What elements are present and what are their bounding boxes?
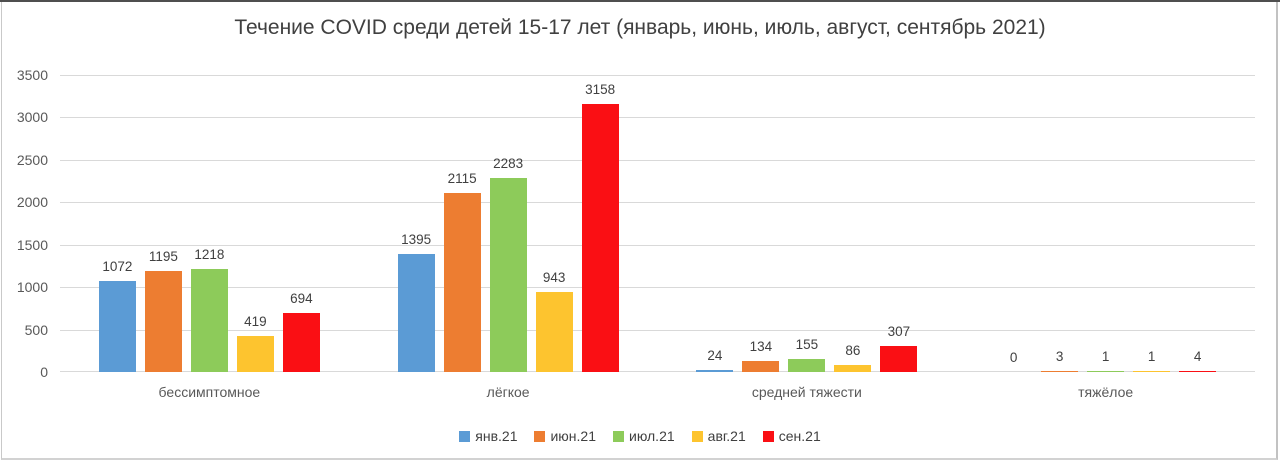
- bar-янв.21-бессимптомное: [98, 281, 136, 372]
- bar-value-label: 2115: [447, 170, 477, 186]
- legend-swatch-icon: [459, 430, 471, 442]
- bar-июн.21-средней тяжести: [742, 360, 780, 372]
- legend-item-июл.21: июл.21: [613, 428, 675, 444]
- bar-value-label: 4: [1193, 349, 1202, 364]
- gridline-2000: [60, 202, 1255, 204]
- legend-swatch-icon: [762, 430, 774, 442]
- bar-value-label: 1395: [401, 231, 432, 247]
- chart-title: Течение COVID среди детей 15-17 лет (янв…: [234, 16, 1046, 39]
- plot-area: 1072 1195 1218 419 694 1395 2115 2283 943 3158 24 1…: [60, 75, 1255, 372]
- bar-авг.21-лёгкое: [535, 291, 573, 372]
- bar-value-label: 134: [749, 338, 773, 354]
- bar-июн.21-тяжёлое: [1041, 371, 1079, 372]
- legend-label: июл.21: [629, 428, 675, 444]
- bar-июл.21-лёгкое: [489, 178, 527, 372]
- legend-item-янв.21: янв.21: [459, 428, 517, 444]
- bar-value-label: 3: [1055, 349, 1064, 364]
- bar-сен.21-лёгкое: [581, 104, 619, 372]
- bar-value-label: 694: [290, 291, 313, 307]
- bar-value-label: 1072: [102, 259, 133, 275]
- legend-item-авг.21: авг.21: [691, 428, 746, 444]
- category-label-3: тяжёлое: [1078, 384, 1134, 400]
- gridline-2500: [60, 159, 1255, 161]
- bar-value-label: 2283: [493, 156, 524, 172]
- bar-value-label: 1218: [194, 246, 225, 262]
- bar-авг.21-бессимптомное: [236, 336, 274, 372]
- bar-value-label: 419: [244, 314, 267, 330]
- legend-swatch-icon: [613, 430, 624, 442]
- legend-swatch-icon: [534, 430, 546, 442]
- legend-label: сен.21: [778, 428, 821, 444]
- bar-value-label: 1: [1147, 349, 1156, 364]
- gridline-500: [60, 329, 1255, 331]
- category-label-0: бессимптомное: [158, 384, 261, 400]
- bar-июл.21-бессимптомное: [190, 268, 228, 372]
- y-axis-tick-label: 0: [40, 364, 48, 380]
- bar-июн.21-бессимптомное: [144, 270, 182, 372]
- legend-item-июн.21: июн.21: [534, 428, 596, 444]
- bar-value-label: 1195: [148, 248, 178, 264]
- bar-value-label: 24: [707, 347, 723, 363]
- bar-value-label: 86: [845, 342, 861, 358]
- legend-label: янв.21: [475, 428, 518, 444]
- y-axis-tick-label: 500: [24, 321, 48, 338]
- bar-value-label: 1: [1101, 349, 1110, 364]
- gridline-3500: [60, 75, 1255, 76]
- legend-item-сен.21: сен.21: [762, 428, 821, 444]
- y-axis-tick-label: 1000: [16, 279, 48, 296]
- bar-value-label: 3158: [585, 82, 616, 98]
- y-axis-tick-label: 2000: [16, 194, 48, 211]
- y-axis-tick-label: 3000: [16, 109, 48, 126]
- bar-июл.21-средней тяжести: [788, 358, 826, 372]
- bar-value-label: 307: [887, 323, 911, 339]
- bar-сен.21-бессимптомное: [282, 313, 320, 372]
- bar-авг.21-средней тяжести: [834, 364, 872, 372]
- legend-label: июн.21: [550, 428, 596, 444]
- bar-сен.21-тяжёлое: [1179, 371, 1217, 372]
- gridline-1500: [60, 244, 1255, 246]
- bar-июл.21-тяжёлое: [1087, 371, 1125, 372]
- bar-июн.21-лёгкое: [443, 192, 481, 372]
- y-axis-tick-label: 2500: [16, 151, 48, 168]
- legend-swatch-icon: [691, 430, 703, 442]
- bar-сен.21-средней тяжести: [880, 345, 918, 372]
- gridline-3000: [60, 117, 1255, 119]
- bar-value-label: 943: [542, 269, 566, 285]
- bar-value-label: 0: [1009, 350, 1018, 365]
- x-axis-category-labels: бессимптомное лёгкое средней тяжести тяжёло…: [60, 384, 1255, 400]
- legend-label: авг.21: [707, 428, 746, 444]
- bar-value-label: 155: [795, 336, 819, 352]
- y-axis-tick-label: 3500: [16, 67, 48, 83]
- bar-авг.21-тяжёлое: [1133, 371, 1171, 372]
- bar-янв.21-лёгкое: [397, 253, 435, 372]
- category-label-1: лёгкое: [486, 384, 530, 400]
- category-label-2: средней тяжести: [751, 384, 862, 400]
- gridline-1000: [60, 287, 1255, 289]
- chart-legend: янв.21 июн.21 июл.21 авг.21 сен.21: [0, 428, 1280, 444]
- bar-янв.21-средней тяжести: [696, 369, 734, 372]
- gridline-0: [60, 371, 1255, 372]
- y-axis-tick-label: 1500: [16, 236, 48, 253]
